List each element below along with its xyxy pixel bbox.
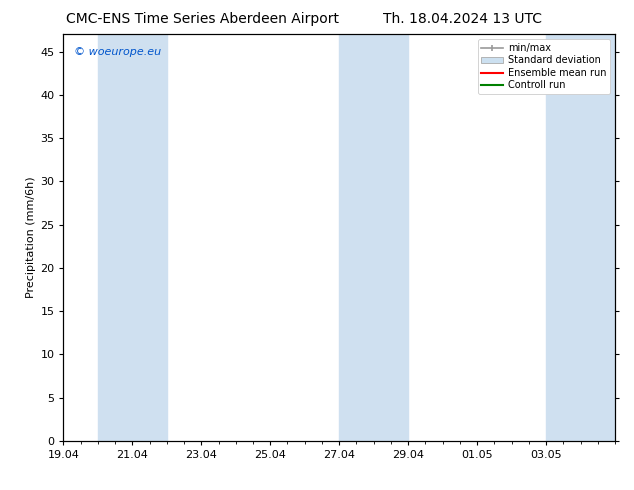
Bar [339, 34, 408, 441]
Text: Th. 18.04.2024 13 UTC: Th. 18.04.2024 13 UTC [384, 12, 542, 26]
Text: CMC-ENS Time Series Aberdeen Airport: CMC-ENS Time Series Aberdeen Airport [67, 12, 339, 26]
Text: © woeurope.eu: © woeurope.eu [74, 47, 162, 56]
Y-axis label: Precipitation (mm/6h): Precipitation (mm/6h) [26, 177, 36, 298]
Bar [546, 34, 615, 441]
Legend: min/max, Standard deviation, Ensemble mean run, Controll run: min/max, Standard deviation, Ensemble me… [477, 39, 610, 94]
Bar [98, 34, 167, 441]
